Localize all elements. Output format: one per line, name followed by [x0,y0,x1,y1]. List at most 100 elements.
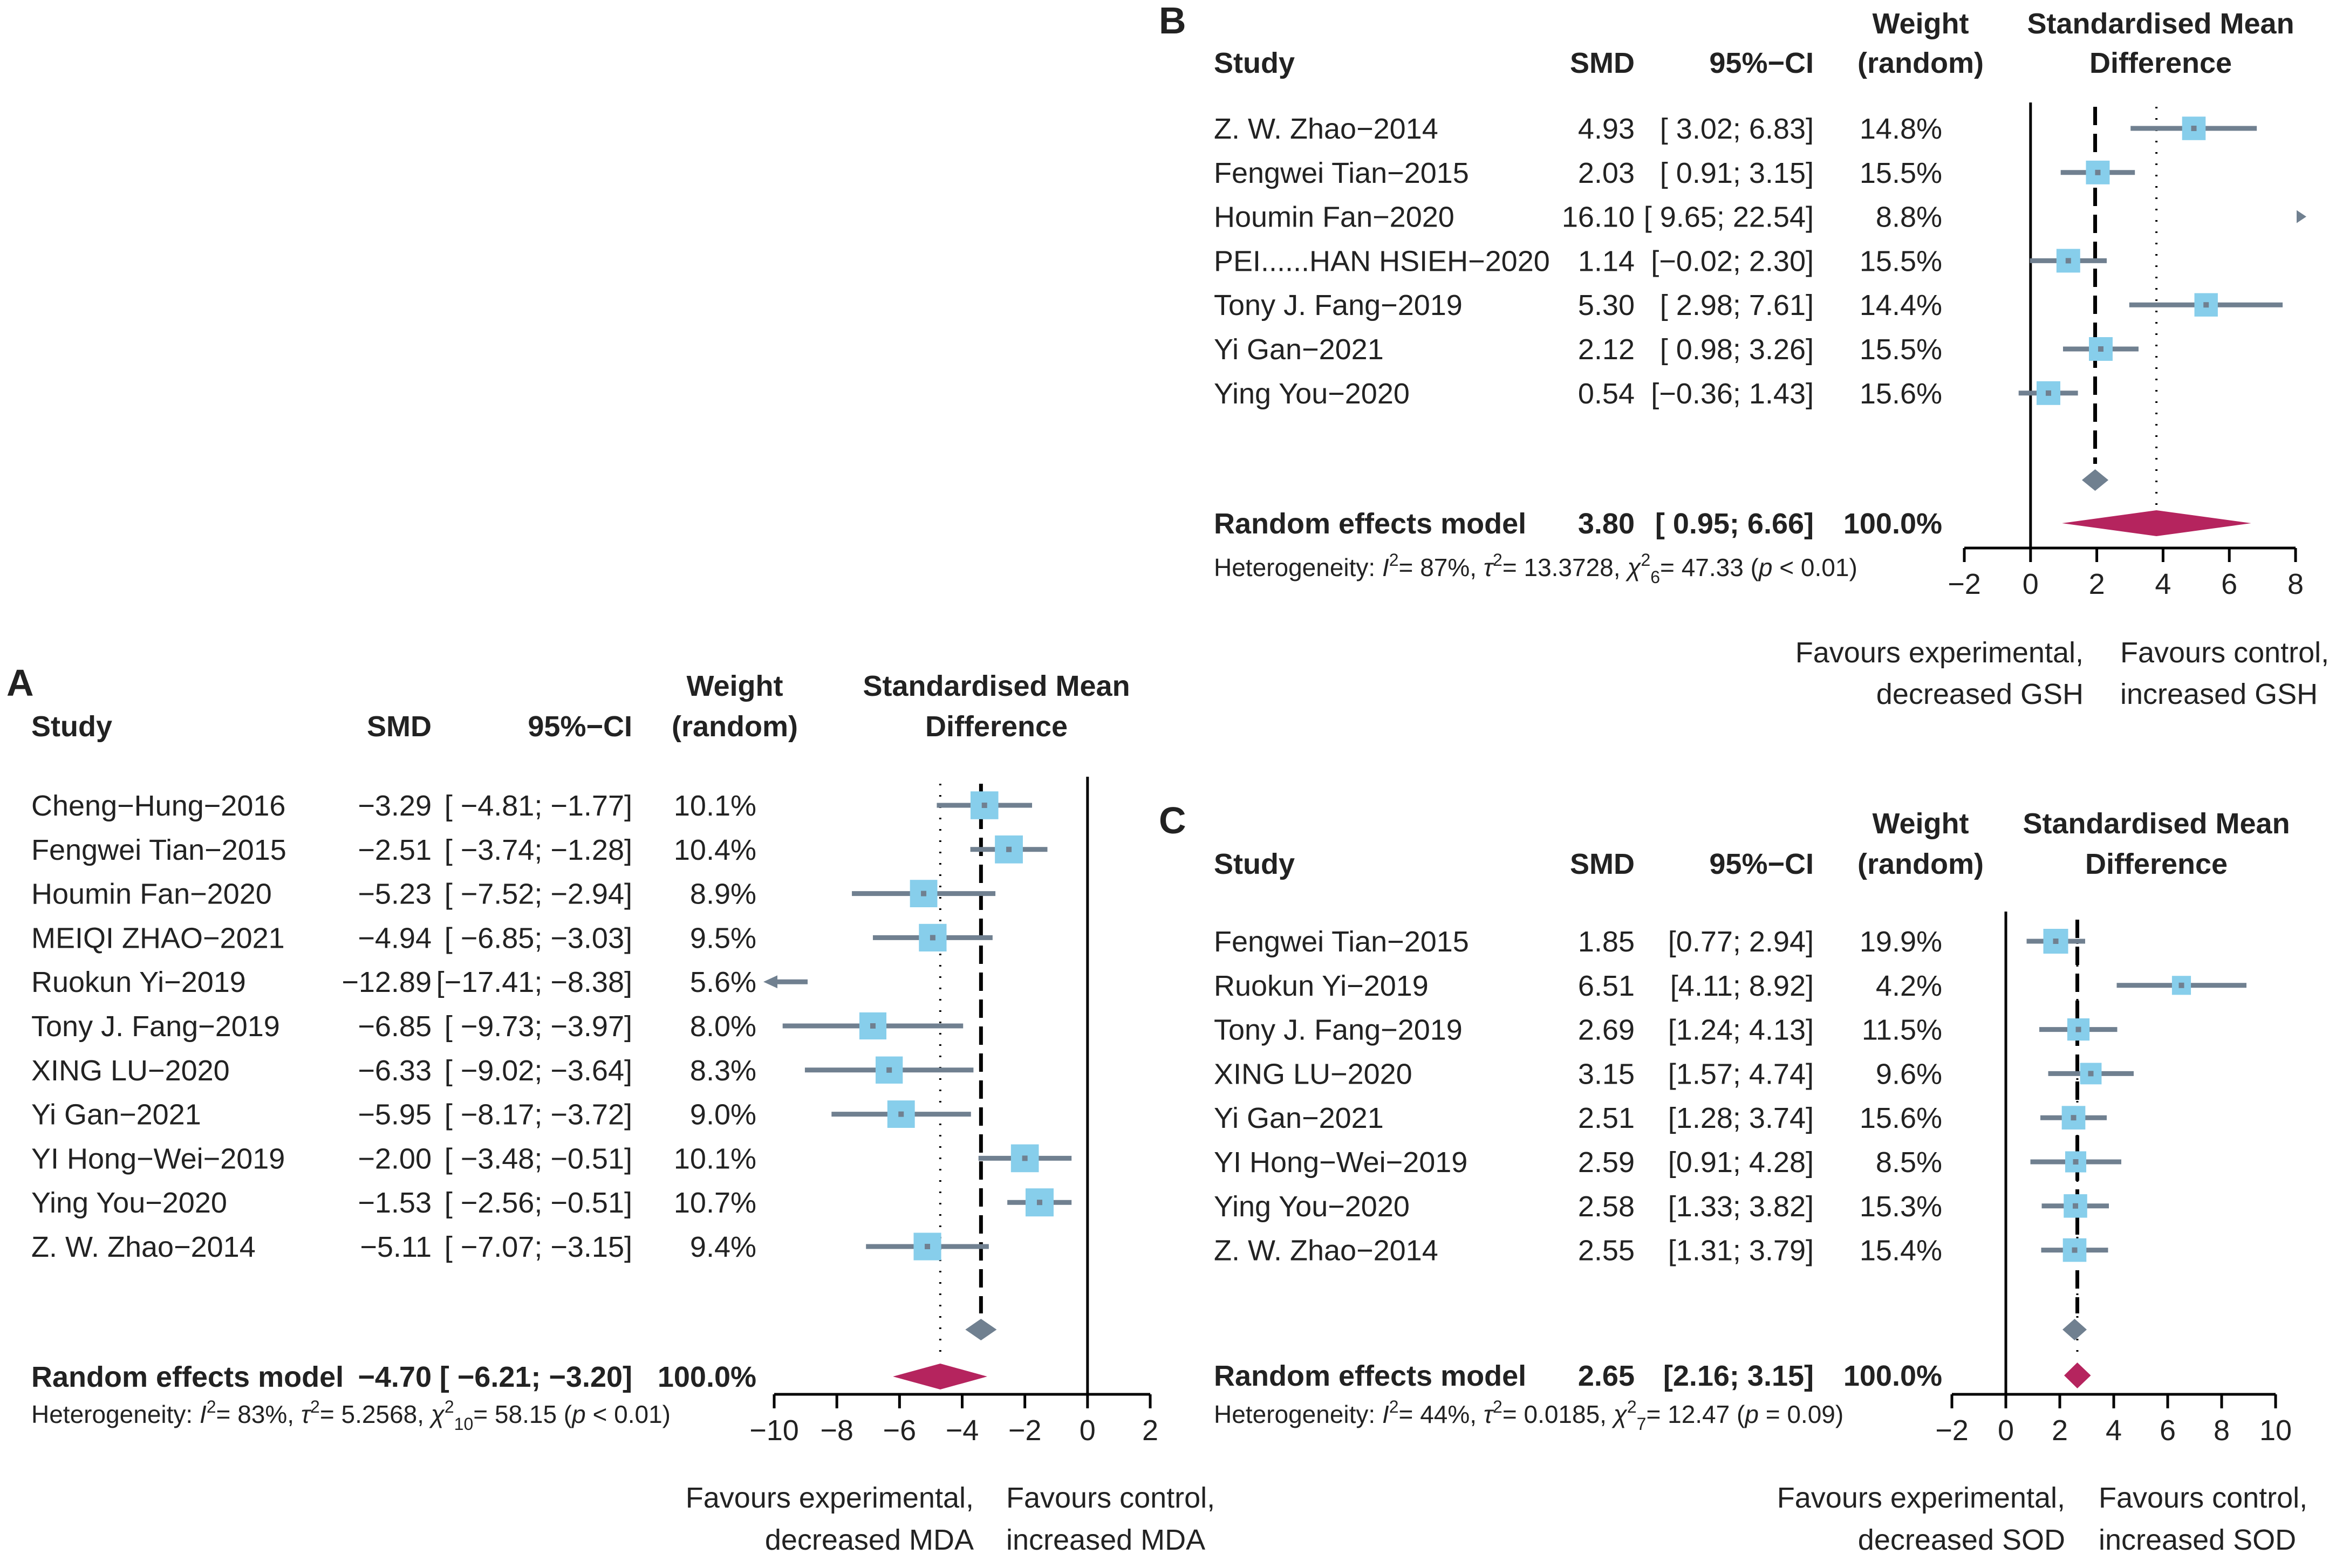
study-smd: −5.95 [358,1099,432,1131]
point-estimate [2071,1115,2077,1121]
study-name: Ying You−2020 [1214,378,1410,410]
pooled-weight: 100.0% [1843,508,1942,540]
het-symbol: 2 [445,1397,454,1416]
study-weight: 11.5% [1862,1014,1942,1046]
het-symbol: χ [429,1400,445,1428]
study-ci: [ 9.65; 22.54] [1644,201,1814,234]
point-estimate [2053,939,2059,944]
point-estimate [2095,169,2101,175]
favours-right-line2: increased SOD [2099,1524,2296,1556]
study-smd: −4.94 [358,922,432,954]
header-weight-random: (random) [1857,848,1984,880]
het-symbol: 2 [1389,550,1399,570]
study-smd: −12.89 [342,966,432,998]
study-name: Z. W. Zhao−2014 [31,1231,256,1263]
header-weight-random: (random) [1857,47,1984,79]
point-estimate [886,1067,892,1073]
study-ci: [ −9.73; −3.97] [445,1010,632,1043]
het-chi2: = 47.33 ( [1660,553,1759,581]
study-weight: 9.5% [690,922,756,954]
study-ci: [1.31; 3.79] [1668,1235,1814,1267]
study-weight: 8.3% [690,1055,756,1087]
panel-label: B [1159,0,1186,42]
x-tick-label: 0 [2023,568,2039,600]
het-i2: = 83%, [216,1400,301,1428]
het-p: p [571,1400,586,1428]
study-weight: 8.8% [1876,201,1942,234]
pooled-ci: [ 0.95; 6.66] [1655,508,1814,540]
study-smd: 4.93 [1578,113,1635,145]
arrow-right-icon [2297,210,2306,223]
study-smd: 2.59 [1578,1146,1635,1179]
favours-right-line2: increased MDA [1006,1524,1205,1556]
study-name: Z. W. Zhao−2014 [1214,1235,1438,1267]
x-tick-label: −2 [1935,1414,1969,1447]
study-name: Yi Gan−2021 [1214,1102,1384,1134]
pooled-diamond [2062,510,2251,536]
het-symbol: χ [1611,1400,1628,1428]
point-estimate [2075,1026,2081,1032]
study-name: PEI......HAN HSIEH−2020 [1214,245,1550,277]
x-tick-label: −8 [820,1414,853,1447]
heterogeneity-text: Heterogeneity: I2= 83%, τ2= 5.2568, χ210… [31,1397,671,1434]
panel-a: A Study SMD 95%−CI Weight (random) Standardise… [6,662,1215,1556]
study-smd: 2.03 [1578,157,1635,189]
study-name: Fengwei Tian−2015 [31,834,286,866]
study-ci: [4.11; 8.92] [1670,970,1814,1002]
study-smd: 3.15 [1578,1058,1635,1090]
het-prefix: Heterogeneity: [31,1400,200,1428]
study-name: MEIQI ZHAO−2021 [31,922,285,954]
study-weight: 15.6% [1860,1102,1942,1134]
study-ci: [−0.02; 2.30] [1651,245,1814,277]
study-smd: 2.51 [1578,1102,1635,1134]
point-estimate [2098,346,2103,352]
study-smd: 1.14 [1578,245,1635,277]
study-weight: 5.6% [690,966,756,998]
het-symbol: 2 [1627,1397,1637,1416]
x-tick-label: 2 [2089,568,2105,600]
study-name: YI Hong−Wei−2019 [31,1142,285,1175]
header-plot-difference: Difference [925,710,1068,743]
study-weight: 15.5% [1860,245,1942,277]
x-tick-label: −2 [1008,1414,1042,1447]
het-p_end: < 0.01) [1773,553,1857,581]
het-p_end: = 0.09) [1759,1400,1843,1428]
header-study: Study [1214,848,1295,880]
point-estimate [2072,1247,2078,1253]
study-weight: 4.2% [1876,970,1942,1002]
pooled-ci: [2.16; 3.15] [1663,1360,1814,1392]
heterogeneity-text: Heterogeneity: I2= 44%, τ2= 0.0185, χ27=… [1214,1397,1843,1434]
het-tau2: = 5.2568, [320,1400,431,1428]
het-symbol: 2 [1389,1397,1399,1416]
point-estimate [930,935,935,941]
study-weight: 15.6% [1860,378,1942,410]
study-smd: 2.12 [1578,333,1635,366]
header-weight: Weight [1873,8,1969,40]
het-symbol: 2 [1641,550,1650,570]
study-name: YI Hong−Wei−2019 [1214,1146,1467,1179]
x-tick-label: −4 [946,1414,979,1447]
header-weight: Weight [1873,807,1969,840]
pooled-diamond [893,1364,987,1389]
study-ci: [ 0.91; 3.15] [1660,157,1814,189]
pooled-smd: 2.65 [1578,1360,1635,1392]
study-weight: 10.4% [674,834,756,866]
het-symbol: I [1382,1400,1389,1428]
favours-right-line1: Favours control, [1006,1482,1215,1514]
point-estimate [981,803,987,808]
study-smd: −6.33 [358,1055,432,1087]
study-ci: [ 3.02; 6.83] [1660,113,1814,145]
study-weight: 19.9% [1860,926,1942,958]
favours-left-line1: Favours experimental, [1795,636,2084,669]
study-smd: 0.54 [1578,378,1635,410]
het-prefix: Heterogeneity: [1214,553,1382,581]
point-estimate [898,1111,904,1117]
het-symbol: 2 [1493,550,1502,570]
study-weight: 14.4% [1860,289,1942,321]
point-estimate [1036,1200,1042,1206]
study-ci: [ −7.07; −3.15] [445,1231,632,1263]
study-weight: 10.1% [674,790,756,822]
x-tick-label: 2 [2052,1414,2068,1447]
study-weight: 15.5% [1860,333,1942,366]
x-tick-label: 2 [1142,1414,1158,1447]
